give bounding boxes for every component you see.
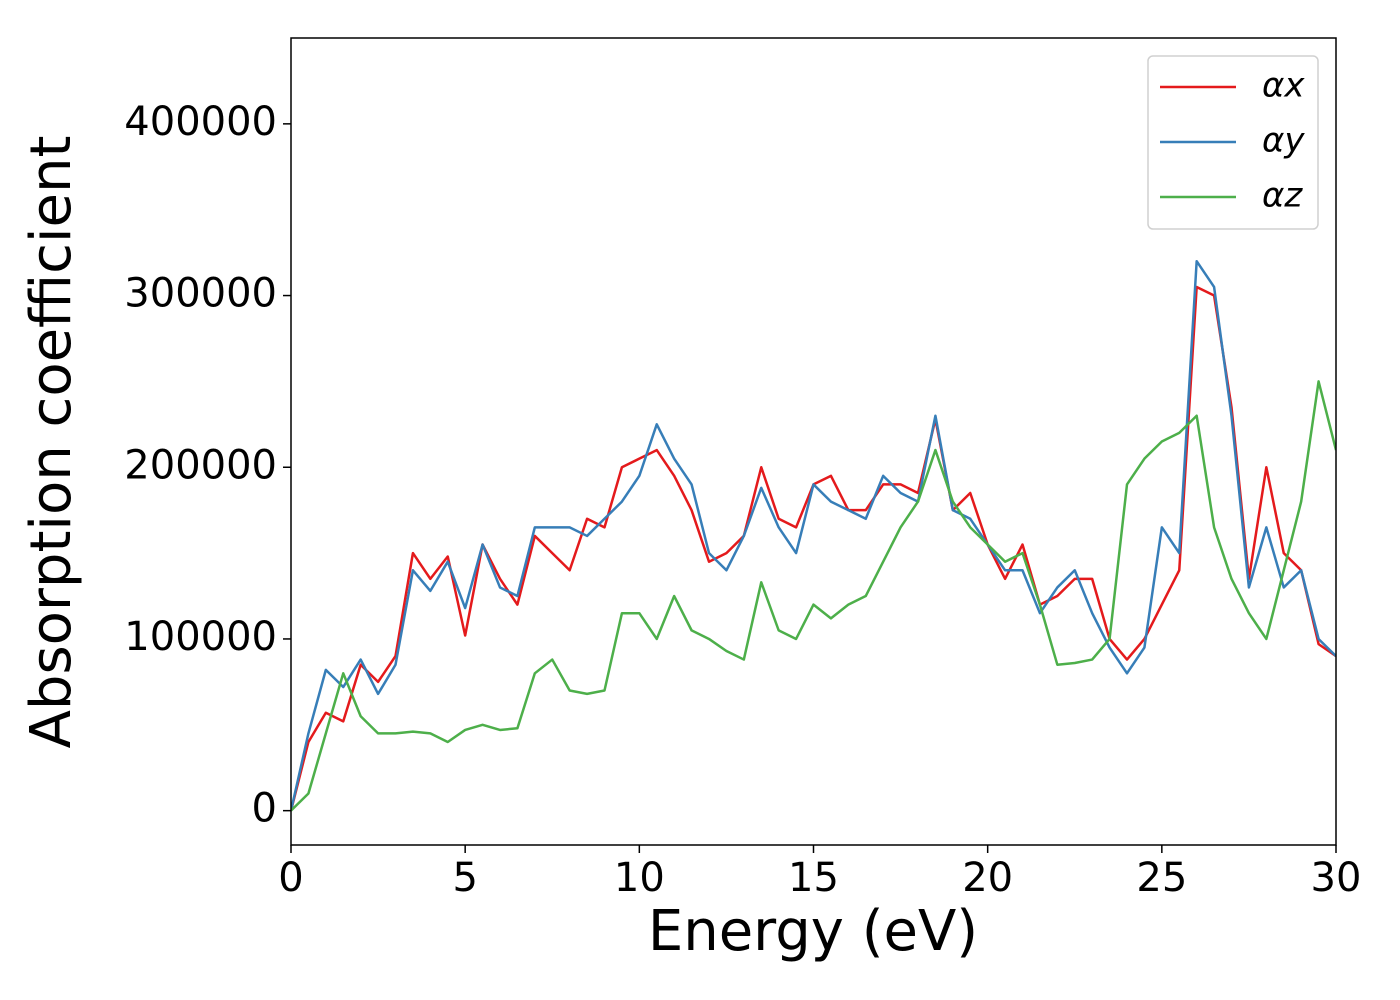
legend-label: αz — [1262, 176, 1303, 216]
data-line — [291, 380, 1336, 812]
x-axis-label: Energy (eV) — [648, 899, 978, 964]
y-tick-label: 300000 — [124, 271, 277, 317]
y-tick-label: 400000 — [124, 99, 277, 145]
x-tick-label: 5 — [452, 855, 477, 901]
x-tick-label: 0 — [278, 855, 303, 901]
x-tick-label: 10 — [614, 855, 665, 901]
y-tick-label: 0 — [252, 786, 277, 832]
legend-label: αx — [1262, 66, 1305, 106]
x-tick-label: 20 — [962, 855, 1013, 901]
data-line — [291, 259, 1336, 811]
y-tick-label: 100000 — [124, 614, 277, 660]
plot-frame — [290, 37, 1337, 846]
legend-label: αy — [1262, 121, 1305, 161]
x-tick-label: 15 — [788, 855, 839, 901]
y-tick-label: 200000 — [124, 442, 277, 488]
y-axis-label: Absorption coefficient — [19, 136, 84, 749]
x-tick-label: 25 — [1136, 855, 1187, 901]
x-tick-label: 30 — [1311, 855, 1362, 901]
